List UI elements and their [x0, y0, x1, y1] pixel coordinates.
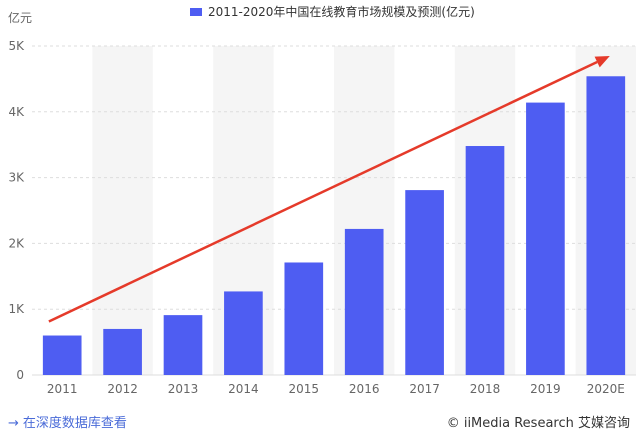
bar — [224, 291, 263, 375]
x-tick-label: 2020E — [587, 382, 625, 396]
y-tick-label: 1K — [8, 302, 25, 316]
y-tick-label: 4K — [8, 105, 25, 119]
bar — [465, 146, 505, 375]
database-link-label: 在深度数据库查看 — [22, 416, 127, 431]
y-axis-ticks: 0 1K 2K 3K 4K 5K — [8, 39, 25, 382]
y-axis-label: 亿元 — [8, 10, 32, 25]
y-tick-label: 5K — [8, 39, 25, 53]
legend-label: 2011-2020年中国在线教育市场规模及预测(亿元) — [208, 4, 475, 19]
x-tick-label: 2019 — [530, 382, 561, 396]
trend-arrow — [48, 56, 610, 323]
bar — [163, 315, 203, 375]
arrow-right-icon: → — [8, 416, 19, 431]
bar — [284, 262, 324, 375]
bar — [344, 228, 384, 375]
bar-series — [42, 76, 626, 375]
trend-arrow-shaft — [48, 60, 598, 323]
bar — [526, 102, 565, 375]
bar — [103, 328, 142, 375]
y-tick-label: 3K — [8, 171, 25, 185]
background-band — [92, 46, 153, 375]
y-tick-label: 0 — [16, 368, 24, 382]
y-tick-label: 2K — [8, 236, 25, 250]
bar — [586, 76, 626, 375]
x-tick-label: 2015 — [289, 382, 320, 396]
bar — [405, 190, 444, 375]
x-tick-label: 2016 — [349, 382, 380, 396]
database-link[interactable]: → 在深度数据库查看 — [8, 412, 127, 431]
x-tick-label: 2012 — [107, 382, 138, 396]
x-tick-label: 2011 — [47, 382, 78, 396]
legend: 2011-2020年中国在线教育市场规模及预测(亿元) — [190, 4, 475, 19]
x-axis-ticks: 2011 2012 2013 2014 2015 2016 2017 2018 2019 2020… — [47, 382, 625, 396]
legend-swatch — [190, 8, 202, 16]
trend-arrow-head — [594, 56, 610, 68]
source-credit: © iiMedia Research 艾媒咨询 — [446, 416, 630, 431]
x-tick-label: 2017 — [409, 382, 440, 396]
x-tick-label: 2018 — [470, 382, 501, 396]
bar — [42, 335, 82, 375]
x-tick-label: 2014 — [228, 382, 259, 396]
x-tick-label: 2013 — [168, 382, 199, 396]
